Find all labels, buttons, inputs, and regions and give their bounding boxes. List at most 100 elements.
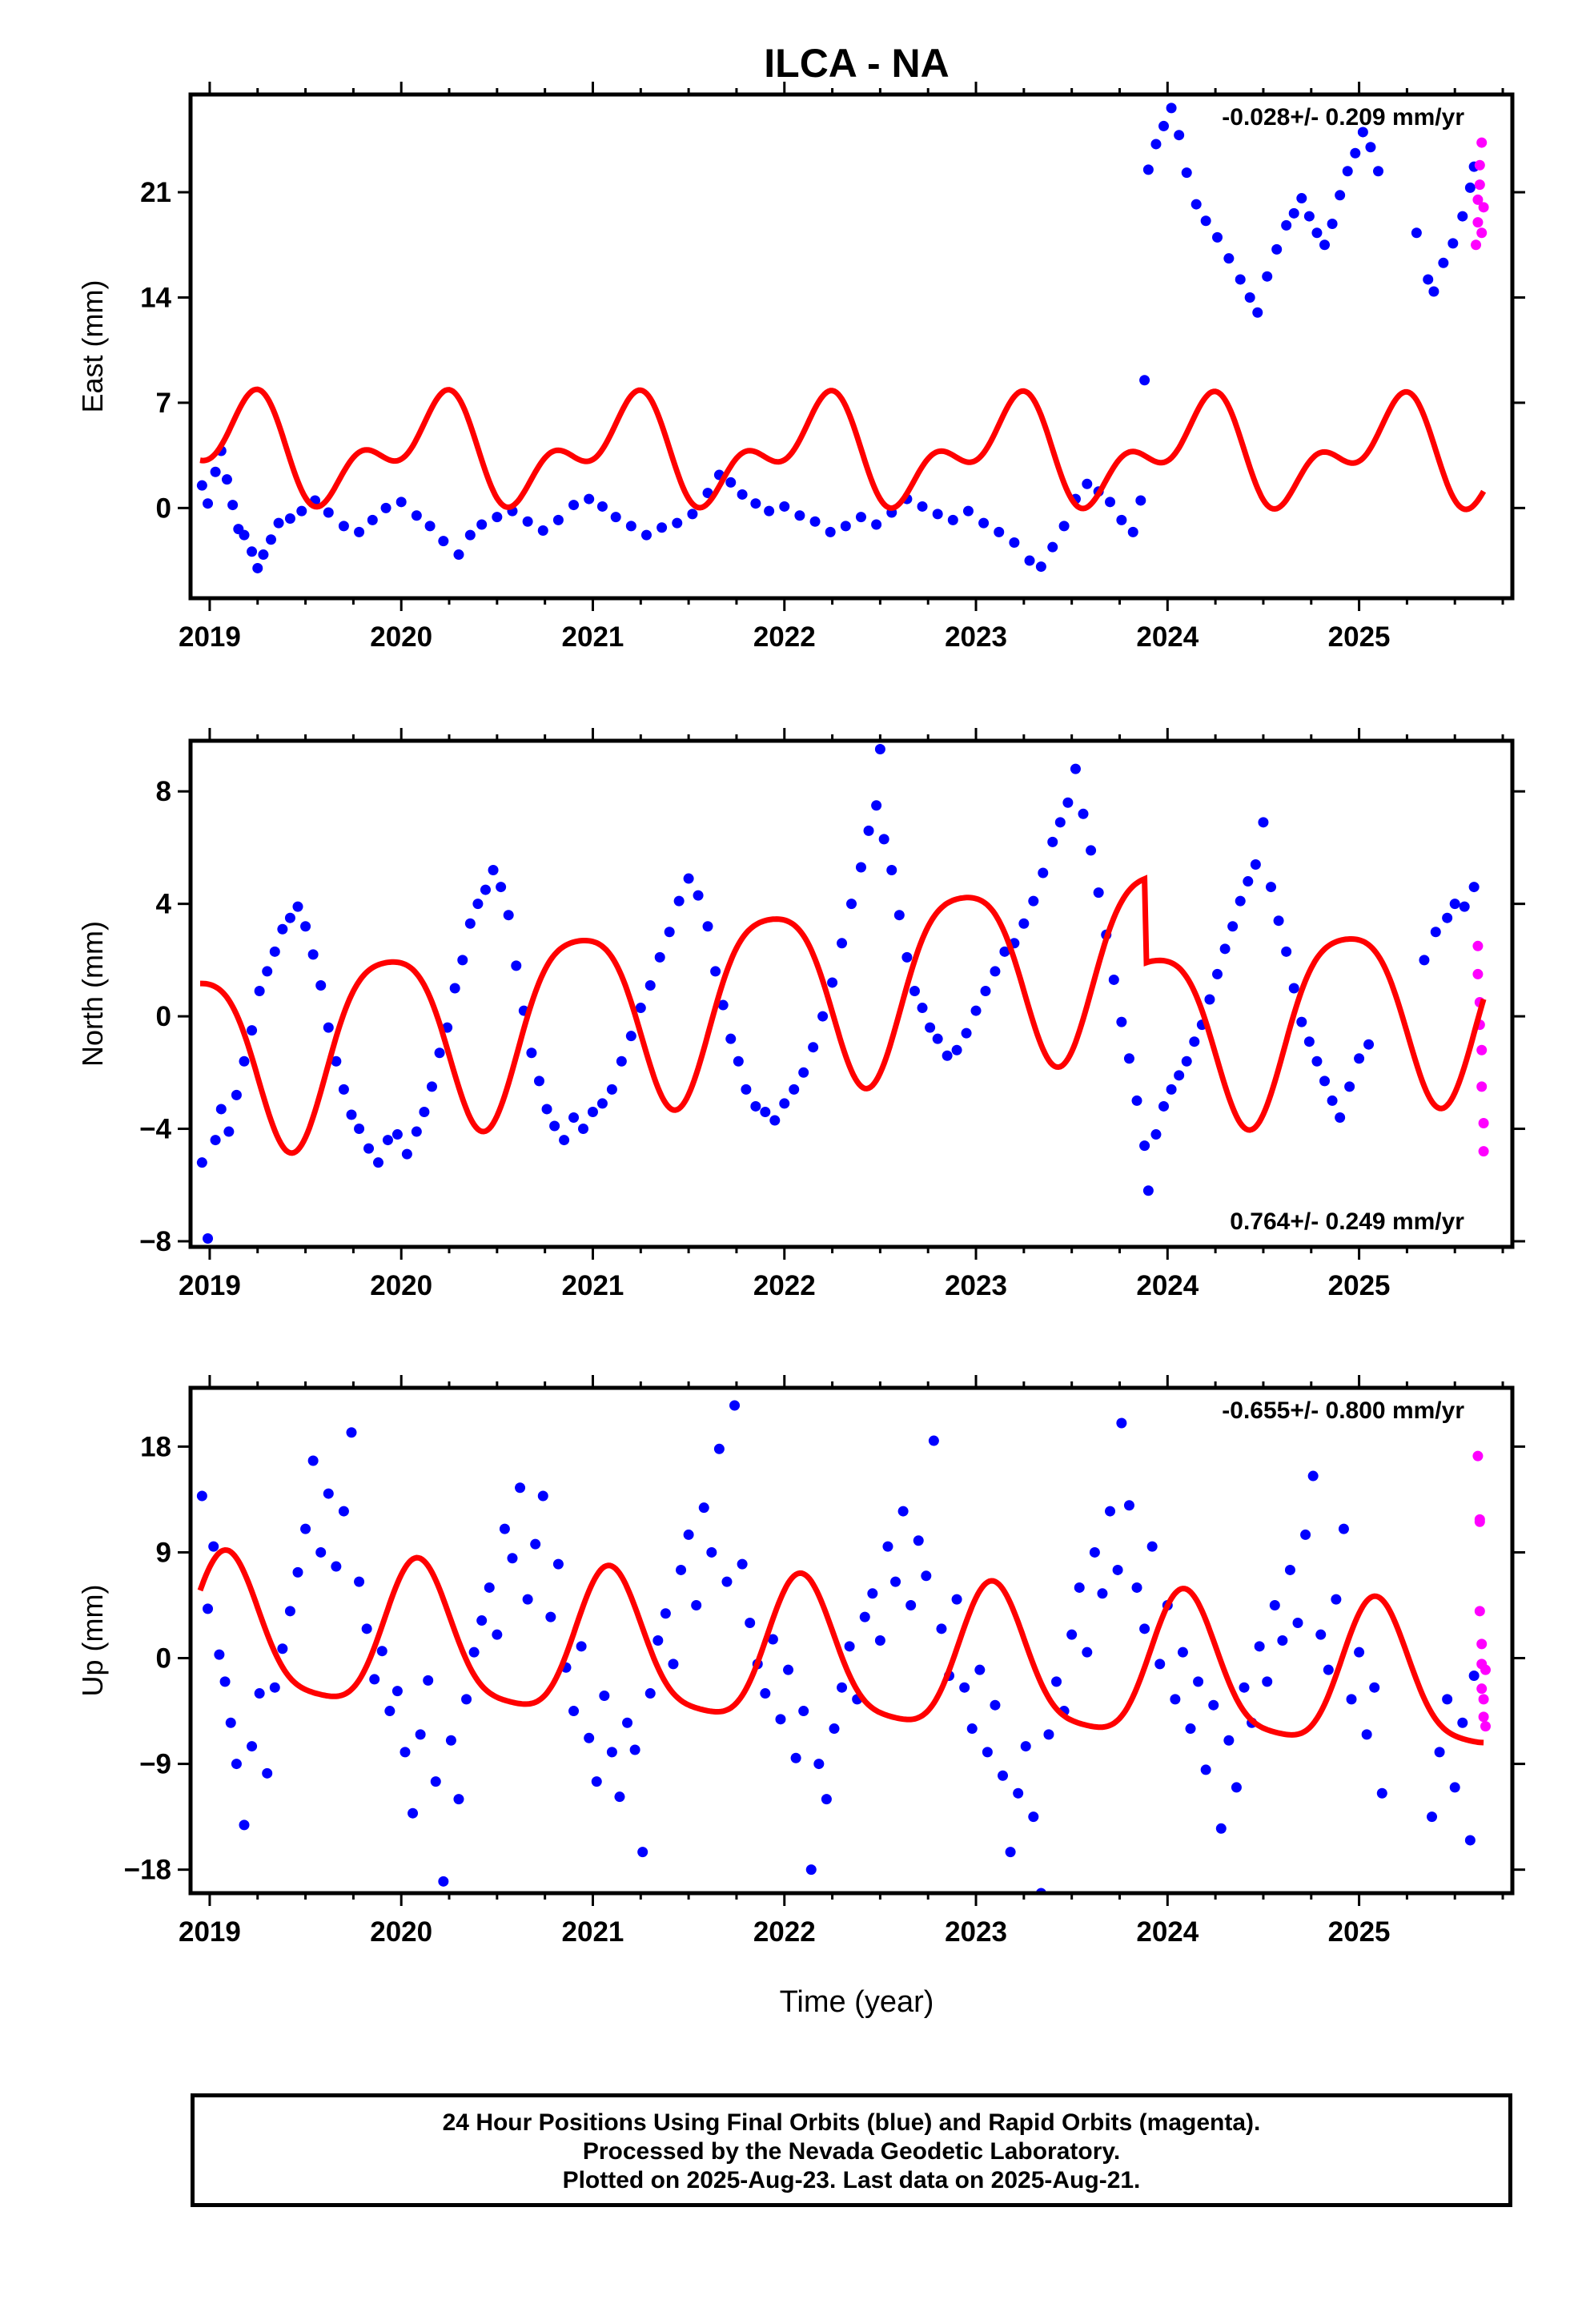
north-final-point — [874, 744, 885, 755]
east-final-point — [1262, 271, 1273, 282]
east-rate-label: -0.028+/- 0.209 mm/yr — [1222, 104, 1464, 131]
east-final-point — [1296, 193, 1307, 204]
north-final-point — [511, 960, 522, 971]
north-final-point — [769, 1115, 781, 1126]
up-final-point — [1223, 1735, 1235, 1746]
north-final-point — [725, 1033, 737, 1044]
caption-line-1: 24 Hour Positions Using Final Orbits (bl… — [442, 2109, 1261, 2136]
east-final-point — [1423, 274, 1434, 285]
north-rapid-point — [1472, 940, 1484, 951]
north-final-point — [1038, 867, 1049, 879]
north-final-point — [1078, 808, 1089, 819]
north-model-curve — [200, 875, 1487, 1156]
north-x-tick-label: 2022 — [753, 1270, 816, 1301]
north-final-point — [932, 1033, 943, 1044]
north-final-point — [683, 873, 694, 884]
north-x-tick-label: 2021 — [562, 1270, 624, 1301]
north-final-point — [925, 1022, 936, 1033]
north-final-point — [1123, 1053, 1134, 1064]
east-model-curve — [199, 386, 1487, 513]
east-final-point — [438, 536, 449, 547]
up-rapid-point — [1472, 1450, 1484, 1462]
east-final-point — [947, 514, 958, 525]
north-y-tick-label: −4 — [139, 1114, 171, 1145]
north-final-point — [354, 1124, 365, 1135]
up-final-point — [1354, 1647, 1365, 1658]
east-final-point — [464, 529, 476, 541]
up-final-point — [859, 1611, 870, 1622]
north-final-point — [635, 1003, 646, 1014]
up-final-point — [338, 1506, 349, 1517]
east-final-point — [1311, 227, 1323, 239]
north-final-point — [254, 985, 265, 996]
up-final-point — [867, 1588, 878, 1599]
east-final-point — [596, 501, 608, 512]
up-final-point — [300, 1523, 311, 1534]
east-final-point — [1058, 521, 1070, 532]
up-final-point — [247, 1741, 258, 1752]
up-final-point — [798, 1706, 809, 1717]
north-final-point — [434, 1047, 445, 1059]
up-final-point — [783, 1664, 794, 1675]
up-final-point — [668, 1659, 679, 1670]
north-final-point — [789, 1084, 800, 1095]
up-final-point — [1269, 1599, 1280, 1610]
north-final-point — [1250, 858, 1261, 870]
north-final-point — [863, 825, 874, 836]
up-y-axis-label: Up (mm) — [76, 1585, 109, 1697]
north-final-point — [1219, 943, 1231, 955]
up-final-point — [767, 1634, 778, 1645]
north-final-point — [1158, 1100, 1170, 1112]
up-final-point — [1146, 1541, 1158, 1552]
north-final-point — [616, 1055, 627, 1067]
north-final-point — [1235, 895, 1246, 907]
north-panel: 2019 2020 2021 2022 2023 2024 2025 −8 −4 0 4 8 North… — [76, 728, 1525, 1301]
caption-box: 24 Hour Positions Using Final Orbits (bl… — [191, 2093, 1512, 2207]
east-y-tick-label: 21 — [140, 177, 171, 208]
up-final-point — [1154, 1659, 1166, 1670]
north-final-point — [472, 899, 484, 910]
north-final-point — [411, 1126, 422, 1137]
north-final-point — [457, 955, 468, 966]
north-final-point — [323, 1022, 334, 1033]
east-final-point — [1223, 253, 1235, 264]
up-final-point — [584, 1732, 595, 1743]
north-final-point — [1266, 882, 1277, 893]
east-final-point — [725, 476, 737, 488]
north-final-point — [1166, 1084, 1177, 1095]
north-final-point — [203, 1232, 214, 1244]
north-final-point — [990, 966, 1001, 977]
east-final-point — [568, 500, 580, 511]
up-final-point — [461, 1694, 472, 1705]
north-final-point — [1227, 921, 1239, 932]
up-final-point — [376, 1646, 387, 1657]
north-final-point — [917, 1003, 928, 1014]
up-final-point — [423, 1675, 434, 1686]
up-final-point — [1123, 1500, 1134, 1511]
up-final-point — [1116, 1417, 1127, 1429]
up-marks — [196, 1400, 1492, 1893]
north-final-point — [1459, 901, 1470, 912]
north-final-point — [961, 1027, 972, 1039]
east-final-point — [1135, 495, 1146, 506]
up-final-point — [1200, 1764, 1211, 1775]
north-final-point — [578, 1124, 589, 1135]
north-final-point — [654, 951, 665, 963]
north-rapid-point — [1476, 1081, 1488, 1092]
north-final-point — [798, 1067, 809, 1078]
up-final-point — [805, 1864, 817, 1876]
up-y-tick-label: 9 — [156, 1537, 171, 1568]
east-final-point — [273, 517, 284, 529]
north-final-point — [1311, 1055, 1323, 1067]
up-final-point — [284, 1606, 295, 1617]
up-model-curve — [197, 1546, 1484, 1746]
up-final-point — [196, 1490, 207, 1502]
up-final-point — [430, 1776, 441, 1787]
north-final-point — [231, 1089, 242, 1100]
north-final-point — [1258, 817, 1269, 828]
east-final-point — [625, 521, 636, 532]
up-final-point — [408, 1807, 419, 1819]
north-final-point — [1243, 876, 1254, 887]
east-final-point — [380, 502, 391, 513]
east-final-point — [221, 474, 232, 485]
